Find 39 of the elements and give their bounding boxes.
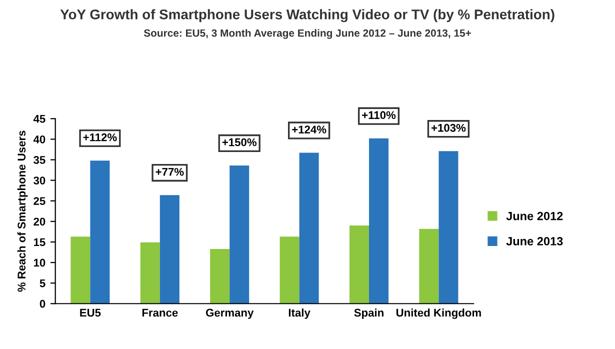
chart-subtitle: Source: EU5, 3 Month Average Ending June 2012 – June 2013, 15+ — [144, 29, 471, 39]
x-tick-label: Italy — [288, 308, 310, 319]
legend-label: June 2013 — [506, 237, 563, 246]
bar — [210, 248, 230, 304]
bar — [419, 228, 439, 304]
legend-label: June 2012 — [506, 212, 563, 220]
bar — [349, 226, 369, 304]
x-tick-label: EU5 — [80, 308, 101, 317]
bar — [438, 151, 458, 304]
bar — [160, 195, 180, 304]
annotation: +150% — [222, 138, 257, 146]
annotation: +124% — [292, 126, 326, 134]
bar — [70, 236, 90, 304]
y-tick-label: 30 — [34, 176, 46, 184]
x-tick-label: Germany — [206, 308, 254, 319]
x-tick-label: Spain — [354, 308, 384, 319]
chart-title: YoY Growth of Smartphone Users Watching Video or TV (by % Penetration) — [60, 9, 554, 22]
bar — [369, 138, 389, 304]
bar — [90, 160, 110, 304]
y-tick-label: 15 — [34, 238, 46, 246]
bar — [299, 152, 319, 304]
y-tick-label: 0 — [40, 300, 46, 308]
y-axis-title: % Reach of Smartphone Users — [17, 130, 28, 292]
annotation: +77% — [156, 168, 184, 176]
y-tick-label: 25 — [34, 197, 46, 206]
y-tick-label: 35 — [34, 156, 46, 164]
y-tick-label: 10 — [34, 258, 46, 267]
annotation: +112% — [83, 133, 117, 142]
x-tick-label: United Kingdom — [396, 308, 481, 319]
y-tick-label: 5 — [40, 279, 46, 288]
annotation: +103% — [431, 124, 466, 132]
annotation: +110% — [362, 111, 396, 120]
bar — [230, 166, 250, 304]
y-tick-label: 20 — [34, 218, 46, 226]
x-tick-label: France — [142, 308, 178, 317]
bar — [280, 236, 300, 304]
y-tick-label: 40 — [33, 135, 46, 144]
bar — [140, 242, 160, 304]
y-tick-label: 45 — [33, 115, 46, 123]
